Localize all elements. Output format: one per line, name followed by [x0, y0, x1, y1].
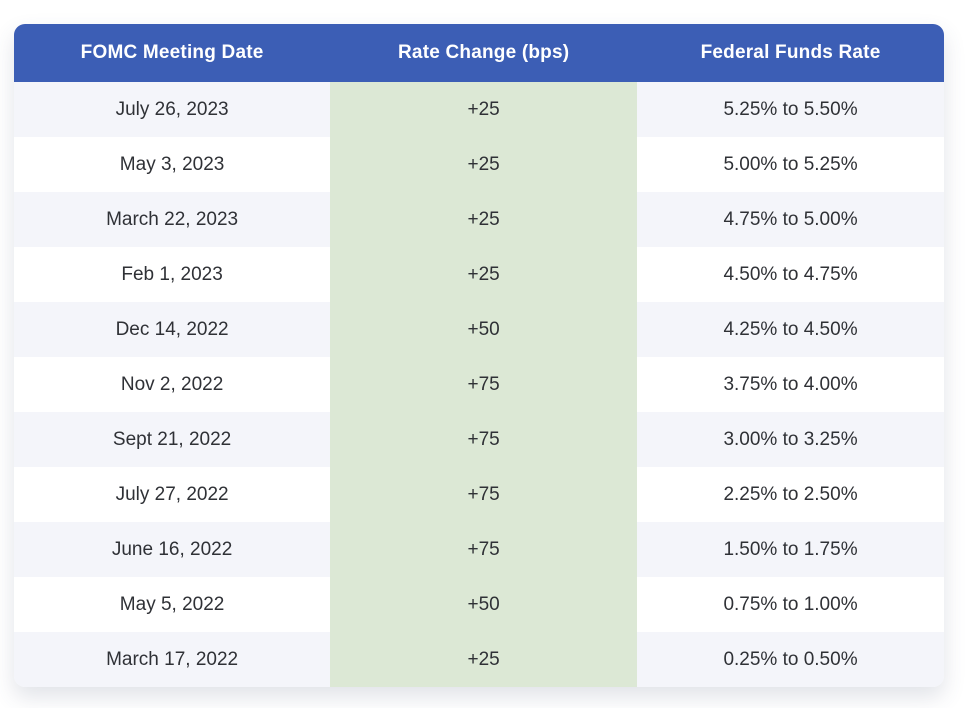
rate-change-cell: +25 [330, 632, 638, 687]
funds-rate-cell: 5.00% to 5.25% [723, 153, 858, 175]
rate-change-cell: +25 [330, 247, 638, 302]
table-row: June 16, 2022 +75 1.50% to 1.75% [14, 522, 944, 577]
funds-rate-cell: 1.50% to 1.75% [723, 538, 858, 560]
rate-change-cell: +50 [330, 302, 638, 357]
funds-rate-cell: 0.75% to 1.00% [723, 593, 858, 615]
date-cell: March 17, 2022 [106, 648, 239, 670]
date-cell: March 22, 2023 [106, 208, 239, 230]
funds-rate-cell: 2.25% to 2.50% [723, 483, 858, 505]
date-cell: July 26, 2023 [115, 98, 229, 120]
table-row: March 22, 2023 +25 4.75% to 5.00% [14, 192, 944, 247]
table-body: July 26, 2023 +25 5.25% to 5.50% May 3, … [14, 82, 944, 687]
fomc-rate-table: FOMC Meeting Date Rate Change (bps) Fede… [14, 24, 944, 687]
table-row: July 27, 2022 +75 2.25% to 2.50% [14, 467, 944, 522]
table-row: Feb 1, 2023 +25 4.50% to 4.75% [14, 247, 944, 302]
date-cell: June 16, 2022 [111, 538, 233, 560]
table-row: Nov 2, 2022 +75 3.75% to 4.00% [14, 357, 944, 412]
funds-rate-cell: 4.75% to 5.00% [723, 208, 858, 230]
rate-change-cell: +75 [330, 357, 638, 412]
table-row: March 17, 2022 +25 0.25% to 0.50% [14, 632, 944, 687]
date-cell: Nov 2, 2022 [120, 373, 224, 395]
rate-change-cell: +75 [330, 467, 638, 522]
rate-change-cell: +75 [330, 522, 638, 577]
table-row: Sept 21, 2022 +75 3.00% to 3.25% [14, 412, 944, 467]
rate-change-cell: +75 [330, 412, 638, 467]
funds-rate-cell: 3.00% to 3.25% [723, 428, 858, 450]
table-row: July 26, 2023 +25 5.25% to 5.50% [14, 82, 944, 137]
date-cell: May 3, 2023 [119, 153, 225, 175]
header-cell-meeting-date: FOMC Meeting Date [80, 42, 264, 63]
table-row: May 5, 2022 +50 0.75% to 1.00% [14, 577, 944, 632]
date-cell: May 5, 2022 [119, 593, 225, 615]
table-row: Dec 14, 2022 +50 4.25% to 4.50% [14, 302, 944, 357]
funds-rate-cell: 0.25% to 0.50% [723, 648, 858, 670]
funds-rate-cell: 3.75% to 4.00% [723, 373, 858, 395]
table-row: May 3, 2023 +25 5.00% to 5.25% [14, 137, 944, 192]
funds-rate-cell: 5.25% to 5.50% [723, 98, 858, 120]
rate-change-cell: +50 [330, 577, 638, 632]
date-cell: Sept 21, 2022 [112, 428, 232, 450]
date-cell: July 27, 2022 [115, 483, 229, 505]
date-cell: Dec 14, 2022 [115, 318, 229, 340]
rate-change-cell: +25 [330, 192, 638, 247]
date-cell: Feb 1, 2023 [121, 263, 223, 285]
rate-change-cell: +25 [330, 137, 638, 192]
rate-change-cell: +25 [330, 82, 638, 137]
funds-rate-cell: 4.50% to 4.75% [723, 263, 858, 285]
table-header-row: FOMC Meeting Date Rate Change (bps) Fede… [14, 24, 944, 82]
funds-rate-cell: 4.25% to 4.50% [723, 318, 858, 340]
header-cell-rate-change: Rate Change (bps) [398, 42, 570, 63]
header-cell-funds-rate: Federal Funds Rate [700, 42, 881, 63]
